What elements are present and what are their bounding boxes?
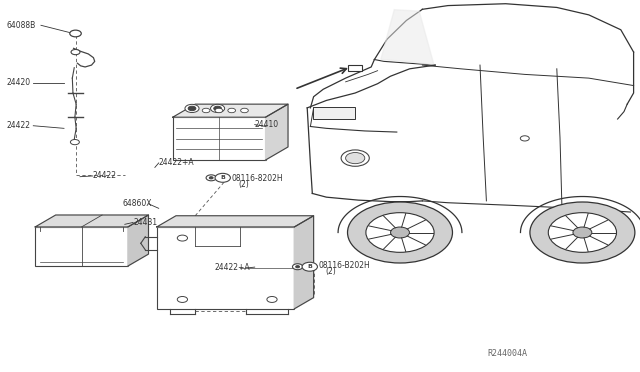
Bar [173,117,266,160]
Text: (2): (2) [325,267,336,276]
Circle shape [214,106,221,111]
Circle shape [228,108,236,113]
Circle shape [241,108,248,113]
Circle shape [346,153,365,164]
Circle shape [520,136,529,141]
Polygon shape [381,10,434,65]
Polygon shape [128,215,148,266]
Bar [313,107,355,119]
Circle shape [70,140,79,145]
Circle shape [348,202,452,263]
Text: 08116-8202H: 08116-8202H [232,174,284,183]
Polygon shape [173,104,288,117]
Circle shape [209,177,213,179]
Polygon shape [157,216,314,227]
Circle shape [548,213,616,252]
Circle shape [573,227,592,238]
Polygon shape [35,215,148,227]
Text: 08116-B202H: 08116-B202H [319,262,371,270]
Text: 24422: 24422 [6,121,31,130]
Circle shape [215,108,223,113]
Polygon shape [266,104,288,160]
Text: 24422+A: 24422+A [159,158,195,167]
Bar [157,227,294,309]
Text: 24410: 24410 [255,120,279,129]
Polygon shape [294,216,314,309]
Circle shape [71,49,80,55]
Circle shape [390,227,410,238]
Bar [348,65,362,71]
Circle shape [202,108,210,113]
Circle shape [215,173,230,182]
Circle shape [177,296,188,302]
Text: R244004A: R244004A [488,349,528,358]
Circle shape [341,150,369,166]
Circle shape [206,175,216,181]
Bar [35,227,128,266]
Circle shape [292,264,303,270]
Text: (2): (2) [238,180,249,189]
Circle shape [302,262,317,271]
Text: 24420: 24420 [6,78,31,87]
Text: 24431: 24431 [133,218,157,227]
Text: B: B [307,264,312,269]
Circle shape [296,266,300,268]
Circle shape [211,105,225,113]
Circle shape [530,202,635,263]
Text: B: B [220,175,225,180]
Circle shape [267,296,277,302]
Text: 64860X: 64860X [123,199,152,208]
Text: 64088B: 64088B [6,21,36,30]
Text: 24422: 24422 [93,171,116,180]
Circle shape [188,106,196,111]
Circle shape [366,213,434,252]
Circle shape [177,235,188,241]
Circle shape [185,105,199,113]
Circle shape [70,30,81,37]
Text: 24422+A: 24422+A [214,263,250,272]
